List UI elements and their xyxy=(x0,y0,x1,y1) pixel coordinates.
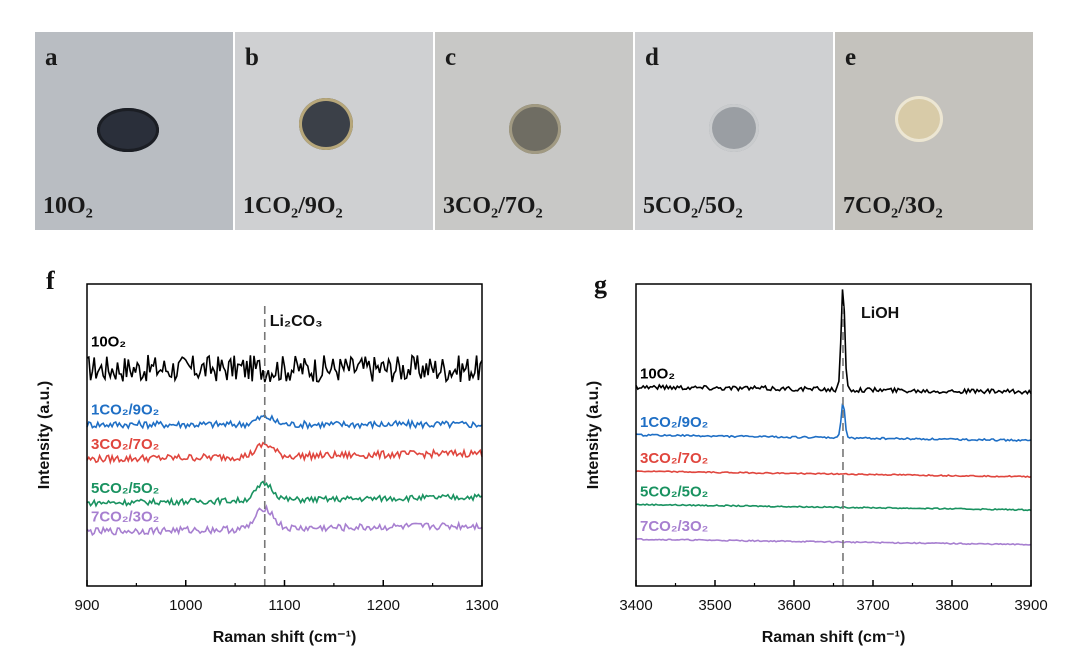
photo-e: e 7CO₂/3O₂ xyxy=(835,32,1033,230)
series-line-f-5 xyxy=(86,504,483,537)
photo-c-disc xyxy=(509,104,561,154)
photo-d-disc xyxy=(709,104,759,152)
x-tick-label-g-3500: 3500 xyxy=(698,597,731,614)
reference-label-f: Li₂CO₃ xyxy=(270,313,323,330)
x-tick-label-f-1000: 1000 xyxy=(169,597,202,614)
series-line-f-4 xyxy=(86,480,483,508)
photo-b-disc xyxy=(299,98,353,150)
x-tick-label-g-3900: 3900 xyxy=(1014,597,1047,614)
photo-a-condition: 10O₂ xyxy=(43,193,93,219)
series-label-f-5: 7CO₂/3O₂ xyxy=(91,509,159,526)
x-tick-label-g-3400: 3400 xyxy=(619,597,652,614)
panel-letter-f: f xyxy=(46,266,55,295)
series-label-g-3: 3CO₂/7O₂ xyxy=(640,450,708,467)
photo-d-condition: 5CO₂/5O₂ xyxy=(643,193,743,219)
series-line-g-4 xyxy=(635,503,1032,512)
x-axis-label-f: Raman shift (cm⁻¹) xyxy=(213,629,357,646)
photo-c-condition: 3CO₂/7O₂ xyxy=(443,193,543,219)
series-label-g-2: 1CO₂/9O₂ xyxy=(640,414,708,431)
photo-e-letter: e xyxy=(845,44,857,71)
series-line-f-3 xyxy=(86,441,483,466)
photo-b-letter: b xyxy=(245,44,259,71)
photo-a-letter: a xyxy=(45,44,58,71)
photo-b-condition: 1CO₂/9O₂ xyxy=(243,193,343,219)
series-line-f-2 xyxy=(86,413,483,431)
photo-e-condition: 7CO₂/3O₂ xyxy=(843,193,943,219)
y-axis-label-g: Intensity (a.u.) xyxy=(585,381,602,489)
series-line-f-1 xyxy=(86,353,483,384)
photo-c-letter: c xyxy=(445,44,457,71)
photo-d-letter: d xyxy=(645,44,659,71)
photo-c: c 3CO₂/7O₂ xyxy=(435,32,633,230)
panel-letter-g: g xyxy=(594,270,607,299)
series-line-g-2 xyxy=(635,403,1032,443)
series-label-f-1: 10O₂ xyxy=(91,334,126,351)
x-axis-label-g: Raman shift (cm⁻¹) xyxy=(762,629,906,646)
photo-d: d 5CO₂/5O₂ xyxy=(635,32,833,230)
x-tick-label-f-1100: 1100 xyxy=(268,597,300,614)
x-tick-label-f-1300: 1300 xyxy=(465,597,498,614)
photo-a: a 10O₂ xyxy=(35,32,233,230)
series-label-f-3: 3CO₂/7O₂ xyxy=(91,436,159,453)
series-label-g-4: 5CO₂/5O₂ xyxy=(640,483,708,500)
series-line-g-3 xyxy=(635,470,1032,479)
x-tick-label-g-3600: 3600 xyxy=(777,597,810,614)
series-line-g-1 xyxy=(635,289,1032,396)
photo-strip: a 10O₂ b 1CO₂/9O₂ c 3CO₂/7O₂ d 5CO₂/5O₂ … xyxy=(35,32,1033,230)
reference-label-g: LiOH xyxy=(861,305,899,322)
x-tick-label-f-900: 900 xyxy=(74,597,99,614)
y-axis-label-f: Intensity (a.u.) xyxy=(36,381,53,489)
x-tick-label-g-3800: 3800 xyxy=(935,597,968,614)
series-label-g-5: 7CO₂/3O₂ xyxy=(640,518,708,535)
series-label-g-1: 10O₂ xyxy=(640,366,675,383)
photo-e-disc xyxy=(895,96,943,142)
series-label-f-4: 5CO₂/5O₂ xyxy=(91,480,159,497)
x-tick-label-g-3700: 3700 xyxy=(856,597,889,614)
photo-b: b 1CO₂/9O₂ xyxy=(235,32,433,230)
x-tick-label-f-1200: 1200 xyxy=(367,597,400,614)
photo-a-disc xyxy=(97,108,159,152)
series-line-g-5 xyxy=(635,538,1032,546)
series-label-f-2: 1CO₂/9O₂ xyxy=(91,401,159,418)
